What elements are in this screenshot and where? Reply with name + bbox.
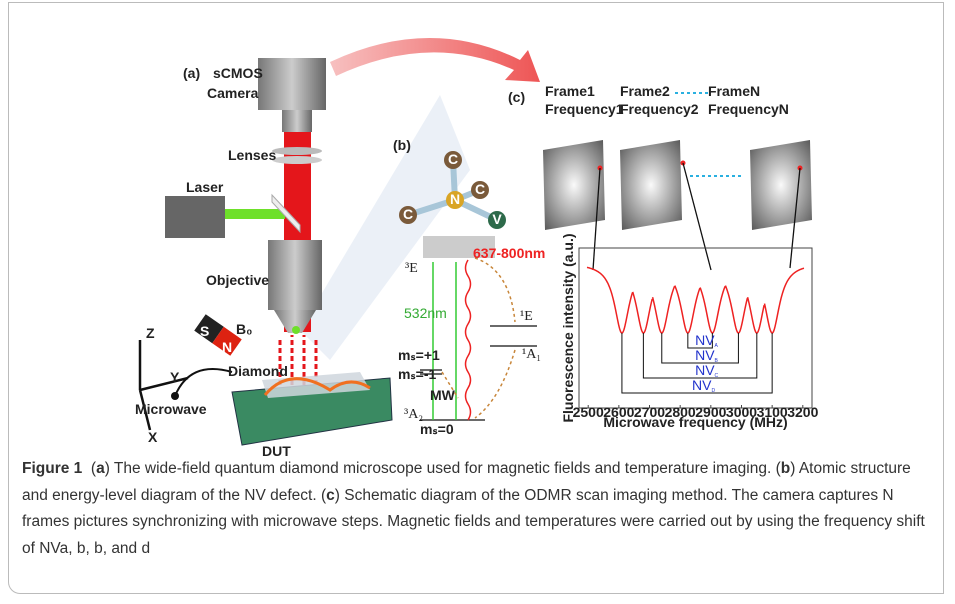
spectrum-dip <box>725 286 747 333</box>
panel-label: (b) <box>393 137 411 153</box>
atom-label: V <box>492 211 502 227</box>
green-spot <box>292 326 300 334</box>
x-axis-label: Microwave frequency (MHz) <box>603 414 787 430</box>
emission-wave <box>466 260 471 420</box>
caption-bold: c <box>326 487 335 504</box>
label: mₛ=-1 <box>398 366 437 382</box>
label: ³E <box>405 261 418 276</box>
frame-label: Frame1 <box>545 83 595 99</box>
label: ¹A₁ <box>522 347 541 362</box>
label: Y <box>170 369 180 385</box>
label: mₛ=+1 <box>398 347 440 363</box>
transfer-arrow <box>330 38 540 82</box>
label: Diamond <box>228 363 288 379</box>
label: B₀ <box>236 321 252 337</box>
green-beam <box>225 209 285 219</box>
pair-name: NV <box>692 377 712 393</box>
label: Z <box>146 325 155 341</box>
label: ¹E <box>520 309 533 324</box>
spectrum-dip <box>587 267 633 333</box>
frame-label: FrameN <box>708 83 760 99</box>
caption-text: ) The wide-field quantum diamond microsc… <box>105 460 781 477</box>
label: ³A₂ <box>404 407 423 422</box>
pair-name: NV <box>695 362 715 378</box>
spectrum-dip <box>675 286 700 333</box>
label: sCMOS <box>213 65 263 81</box>
camera-mount <box>282 110 312 132</box>
lens <box>272 147 322 155</box>
lens <box>272 156 322 164</box>
panel-label: (c) <box>508 89 525 105</box>
pair-sub: D <box>711 388 715 394</box>
caption-bold: b <box>781 460 790 477</box>
spectrum-dip <box>653 286 675 333</box>
frame-image <box>620 140 682 230</box>
caption-bold: Figure 1 <box>22 460 82 477</box>
label: X <box>148 429 158 445</box>
label: Lenses <box>228 147 276 163</box>
frame-label: FrequencyN <box>708 101 789 117</box>
frame-image <box>543 140 605 230</box>
atom-label: N <box>450 191 460 207</box>
label: Objective <box>206 272 269 288</box>
pair-name: NV <box>695 332 715 348</box>
x-tick-label: 2500 <box>573 404 604 420</box>
frame-label: Frequency1 <box>545 101 624 117</box>
atom-label: C <box>403 206 413 222</box>
caption-bold: a <box>96 460 105 477</box>
levels <box>420 326 537 420</box>
label: MW <box>430 387 456 403</box>
microwave-line <box>175 369 232 396</box>
spectrum-dip <box>748 297 765 333</box>
objective <box>268 240 322 310</box>
laser <box>165 196 225 238</box>
label: S <box>200 323 209 339</box>
figure: (a) sCMOS Camera Lenses Laser Objective … <box>0 0 955 460</box>
atom-label: C <box>475 181 485 197</box>
label: 637-800nm <box>473 245 545 261</box>
atom-label: C <box>448 151 458 167</box>
spectrum-dip <box>765 268 805 333</box>
frame-label: Frequency2 <box>620 101 699 117</box>
pair-label: NVD <box>692 377 715 394</box>
page: (a) sCMOS Camera Lenses Laser Objective … <box>0 0 955 604</box>
y-axis-label: Fluorescence intensity (a.u.) <box>560 233 576 422</box>
spectrum-dip <box>633 292 653 333</box>
camera <box>258 58 326 110</box>
label: 532nm <box>404 305 447 321</box>
label: Camera <box>207 85 259 101</box>
label: Laser <box>186 179 224 195</box>
label: N <box>222 339 232 355</box>
caption: Figure 1 (a) The wide-field quantum diam… <box>22 456 934 562</box>
x-tick-label: 3200 <box>787 404 818 420</box>
panel-label: (a) <box>183 65 200 81</box>
pair-sub: A <box>715 343 719 349</box>
frame-label: Frame2 <box>620 83 670 99</box>
pair-name: NV <box>695 347 715 363</box>
label: mₛ=0 <box>420 421 454 437</box>
spectrum-dip <box>700 286 725 333</box>
pair-sub: C <box>715 373 719 379</box>
frame-image <box>750 140 812 230</box>
caption-text: ( <box>82 460 96 477</box>
label: Microwave <box>135 401 207 417</box>
